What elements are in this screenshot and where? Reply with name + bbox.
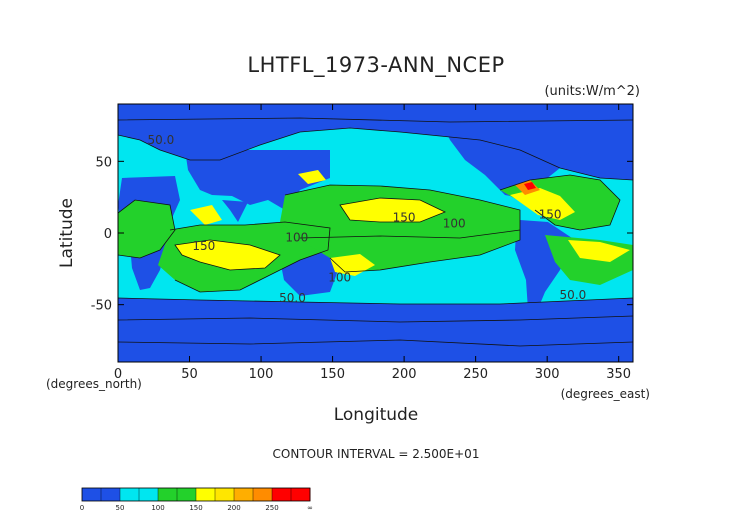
contour-label: 50.0 [279,291,306,305]
colorbar-swatch [291,488,311,501]
colorbar-tick-label: ∞ [307,504,313,512]
colorbar-tick-label: 100 [151,504,164,512]
colorbar-tick-label: 150 [189,504,202,512]
contour-line [284,184,521,273]
contour-labels: 50.0 150 100 100 50.0 150 100 150 50.0 [148,133,587,305]
region-south-pacific-yellow [330,254,375,276]
x-tick-label: 150 [320,367,345,382]
region-south-polar [118,298,633,362]
colorbar-swatch [272,488,292,501]
colorbar-tick-label: 0 [80,504,84,512]
colorbar-tick-label: 250 [265,504,278,512]
x-tick-label: 50 [181,367,198,382]
region-north-pacific-yellow [340,198,445,222]
contour-label: 100 [328,271,351,285]
contour-label: 50.0 [560,288,587,302]
y-tick-label: -50 [91,299,112,314]
region-arabian-yellow [190,205,222,225]
region-south-atlantic-yellow [568,240,630,262]
x-axis-label: Longitude [334,405,419,425]
contour-label: 50.0 [148,133,175,147]
contour-line [118,127,633,181]
land-india [222,200,248,222]
colorbar-swatch [120,488,140,501]
region-indian-yellow [175,240,280,270]
contour-label: 150 [393,211,416,225]
land-greenland [555,110,600,148]
x-tick-label: 350 [606,367,631,382]
colorbar-swatch [196,488,216,501]
contour-interval: CONTOUR INTERVAL = 2.500E+01 [273,447,480,461]
x-tick-label: 250 [463,367,488,382]
colorbar-ticks: 0 50 100 150 200 250 ∞ [80,504,313,512]
chart-title: LHTFL_1973-ANN_NCEP [247,53,504,78]
y-unit-label: (degrees_north) [46,377,142,391]
x-unit-label: (degrees_east) [561,387,650,401]
contour-line [118,339,633,347]
colorbar-swatch [101,488,121,501]
contour-label: 150 [192,239,215,253]
region-gulfstream-red [524,182,536,190]
land-north-america [440,120,600,198]
region-pacific-green [280,185,520,272]
colorbar-swatch [139,488,159,501]
chart-units: (units:W/m^2) [544,84,640,99]
plot-area: 50.0 150 100 100 50.0 150 100 150 50.0 [118,104,633,362]
y-axis-label: Latitude [57,198,77,268]
colorbar-swatch [177,488,197,501]
contour-line [174,239,281,271]
contour-line [169,221,331,293]
y-axis-ticks: -50 0 50 [91,155,633,314]
contour-label: 150 [539,208,562,222]
contour-line [339,197,446,223]
colorbar-swatch [253,488,273,501]
y-tick-label: 0 [104,227,112,242]
contour-line [118,199,176,259]
contour-line [499,174,621,231]
colorbar-swatch [82,488,102,501]
x-tick-label: 200 [392,367,417,382]
colorbar-tick-label: 50 [116,504,125,512]
region-gulfstream-yellow [510,188,575,220]
contour-line [118,117,633,123]
contour-label: 100 [443,216,466,230]
colorbar [81,487,311,502]
region-kuroshio-yellow [298,170,326,184]
contour-label: 100 [285,231,308,245]
contour-line [118,315,633,323]
region-atlantic-green [118,200,175,258]
contour-lines [118,117,633,347]
colorbar-tick-label: 200 [227,504,240,512]
contour-line [118,297,633,305]
colorbar-swatch [158,488,178,501]
colorbar-swatch [234,488,254,501]
colorbar-swatch [215,488,235,501]
x-tick-label: 100 [249,367,274,382]
y-tick-label: 50 [95,155,112,170]
contour-line [299,229,521,239]
x-axis-ticks: 0 50 100 150 200 250 300 350 [114,104,631,382]
x-tick-label: 300 [535,367,560,382]
x-tick-label: 0 [114,367,122,382]
